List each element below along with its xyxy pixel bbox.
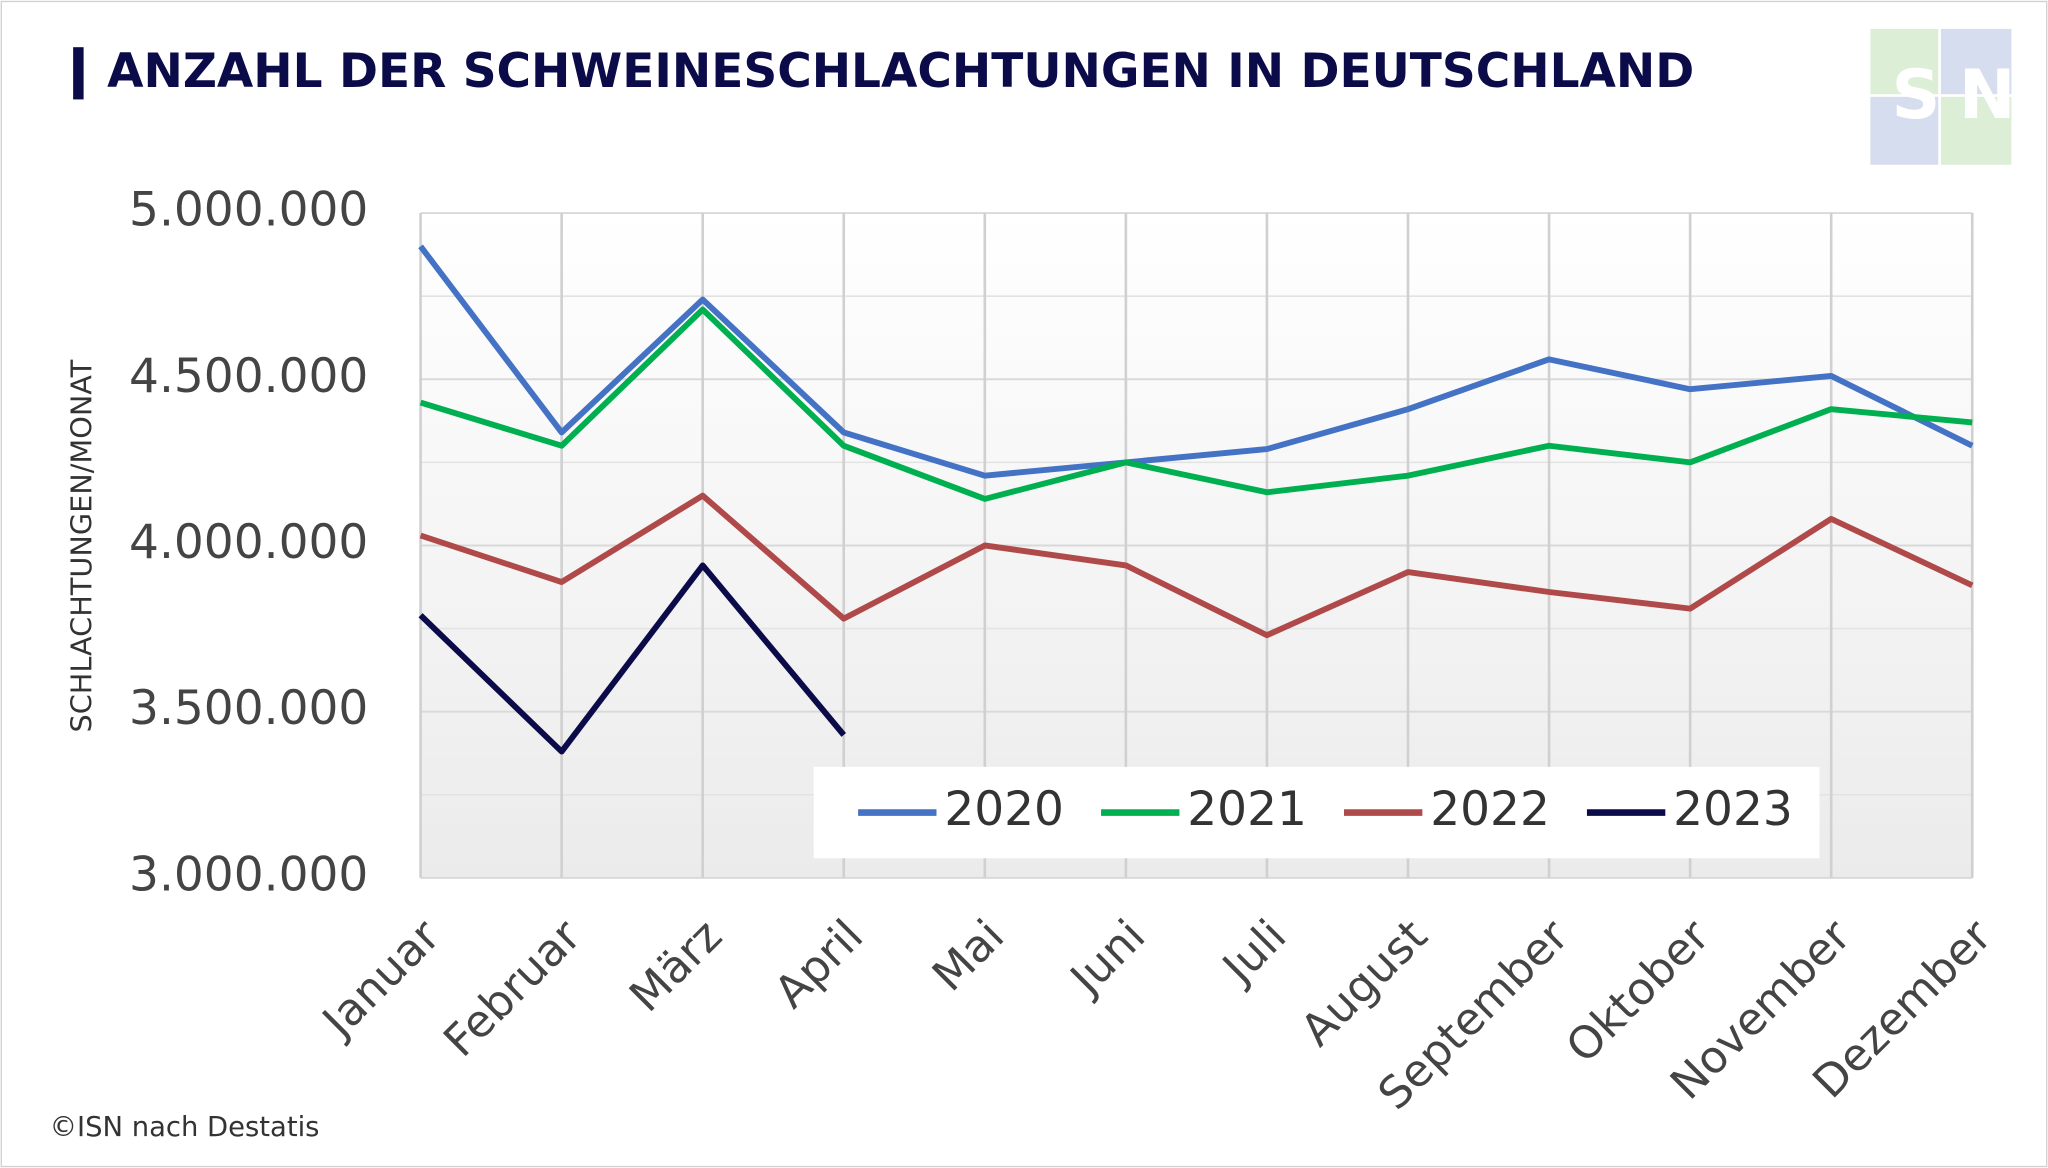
series-line bbox=[418, 244, 1974, 479]
series-line bbox=[419, 306, 1973, 502]
legend-label: 2023 bbox=[1673, 782, 1793, 837]
legend-label: 2021 bbox=[1187, 782, 1307, 837]
chart-title: ANZAHL DER SCHWEINESCHLACHTUNGEN IN DEUT… bbox=[107, 44, 1694, 99]
footer: ©ISN nach Destatis bbox=[50, 1112, 320, 1143]
legend-label: 2022 bbox=[1430, 782, 1550, 837]
y-tick-label: 4.500.000 bbox=[129, 349, 368, 404]
y-axis-label: SCHLACHTUNGEN/MONAT bbox=[65, 359, 99, 732]
logo-text: ISN bbox=[1848, 56, 2034, 135]
title-bar bbox=[73, 47, 84, 100]
y-tick-label: 4.000.000 bbox=[129, 515, 368, 570]
y-tick-label: 3.500.000 bbox=[129, 681, 368, 736]
y-tick-label: 3.000.000 bbox=[129, 847, 368, 902]
logo: ISN bbox=[1848, 28, 2034, 165]
series-line bbox=[419, 492, 1974, 639]
legend-label: 2020 bbox=[944, 782, 1064, 837]
y-tick-label: 5.000.000 bbox=[129, 183, 368, 238]
series-line bbox=[418, 562, 847, 755]
